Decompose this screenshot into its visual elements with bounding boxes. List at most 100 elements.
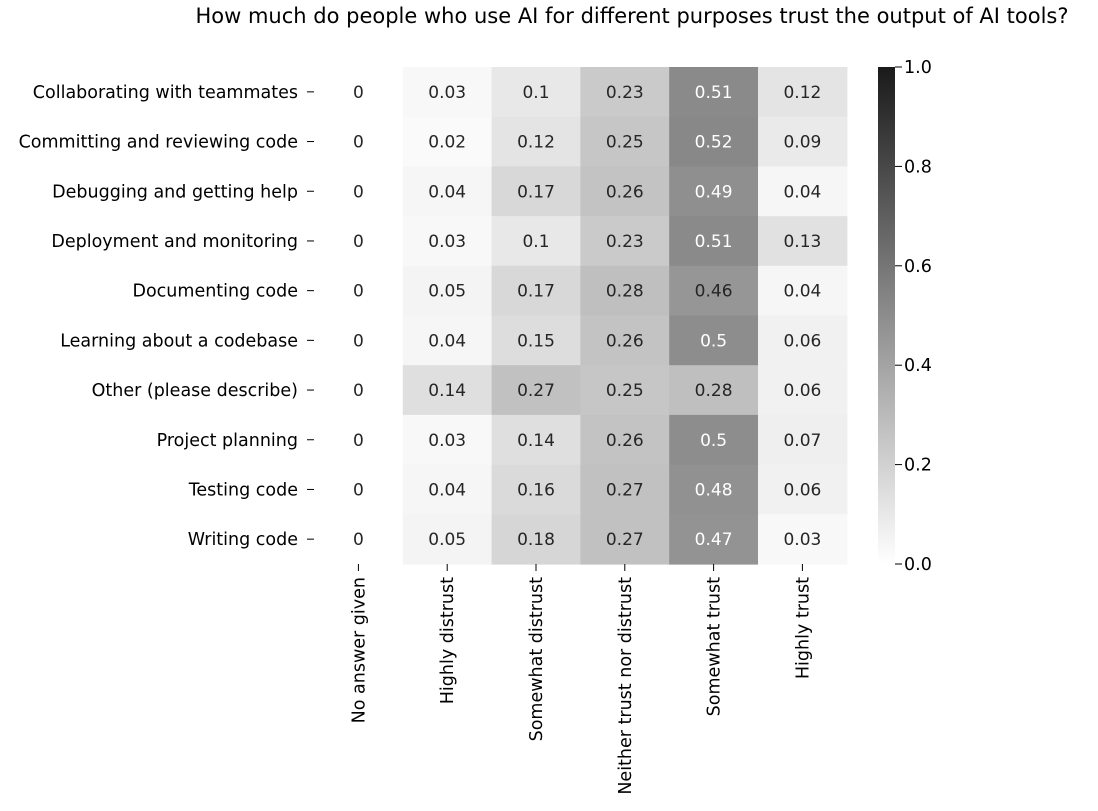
- cell-value-label: 0.28: [606, 282, 644, 302]
- cell-value-label: 0.12: [517, 133, 555, 153]
- cell-value-label: 0: [353, 232, 364, 252]
- heatmap-cell: [580, 116, 670, 167]
- cell-value-label: 0.48: [695, 480, 733, 500]
- cell-value-label: 0: [353, 530, 364, 550]
- cell-value-label: 0.27: [606, 530, 644, 550]
- heatmap-cell: [402, 315, 493, 366]
- cell-value-label: 0.03: [783, 530, 821, 550]
- cell-value-label: 0: [353, 480, 364, 500]
- row-label: Other (please describe): [92, 381, 298, 401]
- cell-value-label: 0.18: [517, 530, 555, 550]
- cell-value-label: 0.04: [428, 331, 466, 351]
- heatmap-cell: [758, 166, 848, 217]
- column-labels: No answer given Highly distrust Somewhat d…: [349, 564, 813, 795]
- cell-value-label: 0.28: [695, 381, 733, 401]
- heatmap-cell: [314, 67, 404, 118]
- cell-value-label: 0: [353, 381, 364, 401]
- row-label: Debugging and getting help: [52, 182, 298, 202]
- cell-value-label: 0.09: [783, 133, 821, 153]
- heatmap-cells: 0 0.03 0.1 0.23 0.51 0.12 0 0.02 0.12 0.25 0.52 0.0…: [314, 67, 848, 565]
- cell-value-label: 0.05: [428, 530, 466, 550]
- heatmap-cell: [491, 265, 581, 317]
- heatmap-cell: [402, 116, 493, 167]
- heatmap-cell: [491, 166, 581, 217]
- heatmap-cell: [491, 464, 581, 515]
- cell-value-label: 0.17: [517, 182, 555, 202]
- heatmap-cell: [402, 414, 493, 466]
- row-label: Deployment and monitoring: [51, 232, 298, 252]
- heatmap-cell: [669, 166, 759, 217]
- cell-value-label: 0.04: [428, 182, 466, 202]
- colorbar-tick-label: 0.8: [904, 157, 932, 177]
- heatmap-cell: [580, 265, 670, 317]
- row-label: Collaborating with teammates: [33, 83, 298, 103]
- cell-value-label: 0.51: [695, 83, 733, 103]
- cell-value-label: 0: [353, 83, 364, 103]
- cell-value-label: 0.1: [522, 232, 549, 252]
- heatmap-cell: [491, 67, 581, 118]
- heatmap-cell: [314, 365, 404, 416]
- cell-value-label: 0.1: [522, 83, 549, 103]
- heatmap-cell: [669, 116, 759, 167]
- cell-value-label: 0.27: [606, 480, 644, 500]
- cell-value-label: 0.49: [695, 182, 733, 202]
- cell-value-label: 0: [353, 282, 364, 302]
- heatmap-cell: [669, 414, 759, 466]
- cell-value-label: 0.17: [517, 282, 555, 302]
- heatmap-cell: [402, 265, 493, 317]
- cell-value-label: 0.52: [695, 133, 733, 153]
- column-label: No answer given: [349, 577, 369, 723]
- column-label: Neither trust nor distrust: [616, 577, 636, 795]
- heatmap-cell: [669, 265, 759, 317]
- row-label: Committing and reviewing code: [19, 133, 298, 153]
- colorbar-tick-label: 1.0: [904, 58, 932, 78]
- heatmap-cell: [758, 414, 848, 466]
- heatmap-cell: [402, 464, 493, 515]
- heatmap-cell: [402, 365, 493, 416]
- cell-value-label: 0.06: [783, 331, 821, 351]
- cell-value-label: 0.16: [517, 480, 555, 500]
- colorbar-tick-label: 0.4: [904, 356, 932, 376]
- cell-value-label: 0: [353, 133, 364, 153]
- cell-value-label: 0.12: [783, 83, 821, 103]
- heatmap-cell: [314, 216, 404, 267]
- heatmap-cell: [669, 365, 759, 416]
- cell-value-label: 0: [353, 331, 364, 351]
- heatmap-cell: [491, 514, 581, 565]
- cell-value-label: 0.23: [606, 83, 644, 103]
- cell-value-label: 0: [353, 182, 364, 202]
- column-label: Somewhat trust: [705, 577, 725, 716]
- column-label: Somewhat distrust: [527, 577, 547, 742]
- heatmap-cell: [314, 514, 404, 565]
- row-label: Writing code: [188, 530, 298, 550]
- heatmap-cell: [491, 365, 581, 416]
- cell-value-label: 0.04: [783, 182, 821, 202]
- heatmap-cell: [314, 166, 404, 217]
- heatmap-cell: [669, 216, 759, 267]
- cell-value-label: 0.07: [783, 431, 821, 451]
- cell-value-label: 0.04: [428, 480, 466, 500]
- heatmap-cell: [580, 464, 670, 515]
- chart-title: How much do people who use AI for differ…: [195, 4, 1068, 28]
- row-label: Project planning: [157, 431, 298, 451]
- heatmap-cell: [669, 67, 759, 118]
- heatmap-cell: [758, 464, 848, 515]
- heatmap-cell: [402, 514, 493, 565]
- row-label: Learning about a codebase: [60, 331, 298, 351]
- heatmap-cell: [580, 414, 670, 466]
- heatmap-cell: [314, 116, 404, 167]
- cell-value-label: 0.51: [695, 232, 733, 252]
- cell-value-label: 0.26: [606, 182, 644, 202]
- cell-value-label: 0: [353, 431, 364, 451]
- cell-value-label: 0.27: [517, 381, 555, 401]
- colorbar-tick-label: 0.2: [904, 456, 932, 476]
- column-label: Highly trust: [793, 577, 813, 679]
- cell-value-label: 0.13: [783, 232, 821, 252]
- heatmap-cell: [491, 216, 581, 267]
- cell-value-label: 0.23: [606, 232, 644, 252]
- row-labels: Collaborating with teammates Committing a…: [19, 83, 314, 550]
- cell-value-label: 0.26: [606, 331, 644, 351]
- heatmap-cell: [491, 116, 581, 167]
- cell-value-label: 0.46: [695, 282, 733, 302]
- heatmap-cell: [669, 514, 759, 565]
